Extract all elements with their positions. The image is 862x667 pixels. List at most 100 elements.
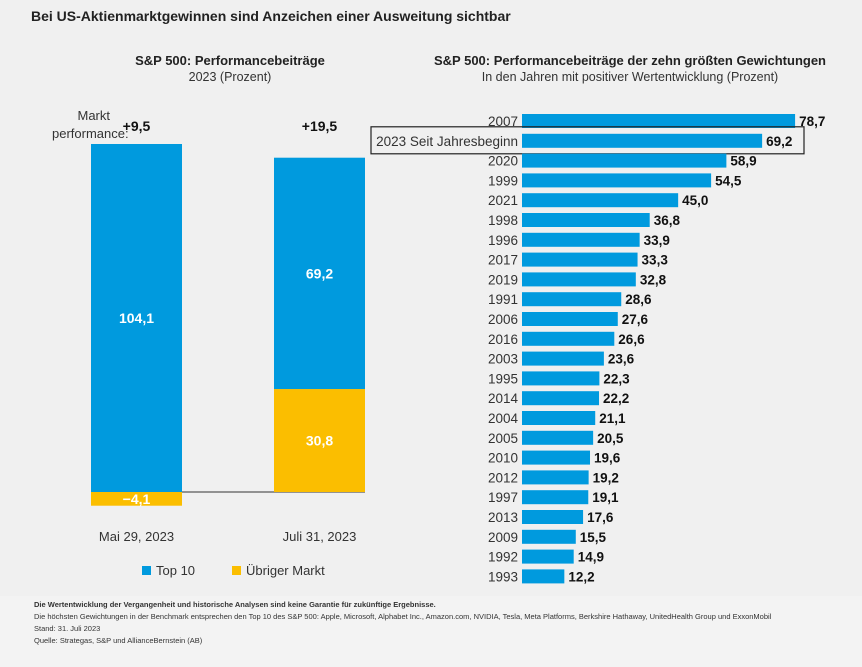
category-label: 1996 — [488, 233, 518, 248]
hbar-value-label: 78,7 — [799, 114, 825, 129]
hbar-value-label: 33,3 — [642, 253, 669, 268]
footer-background — [0, 596, 862, 667]
hbar-value-label: 19,6 — [594, 451, 621, 466]
hbar-value-label: 23,6 — [608, 352, 635, 367]
footnote-source: Quelle: Strategas, S&P und AllianceBerns… — [34, 636, 203, 645]
category-label: 1991 — [488, 292, 518, 307]
category-label: 2019 — [488, 272, 518, 287]
category-label: 2020 — [488, 154, 518, 169]
category-label: 2016 — [488, 332, 518, 347]
hbar-value-label: 21,1 — [599, 411, 626, 426]
page-title: Bei US-Aktienmarktgewinnen sind Anzeiche… — [31, 8, 511, 24]
hbar — [522, 351, 604, 366]
hbar-value-label: 17,6 — [587, 510, 614, 525]
x-axis-label: Juli 31, 2023 — [283, 529, 357, 544]
footnote-date: Stand: 31. Juli 2023 — [34, 624, 101, 633]
left-chart-subtitle: 2023 (Prozent) — [188, 70, 272, 84]
hbar-value-label: 22,3 — [603, 371, 630, 386]
hbar-value-label: 26,6 — [618, 332, 645, 347]
hbar-value-label: 69,2 — [766, 134, 792, 149]
market-performance-value: +19,5 — [302, 118, 338, 134]
hbar-value-label: 32,8 — [640, 272, 667, 287]
hbar — [522, 490, 589, 505]
bar-uebriger-markt — [91, 492, 182, 506]
bar-top10 — [274, 157, 365, 390]
hbar-value-label: 28,6 — [625, 292, 652, 307]
hbar — [522, 470, 589, 485]
hbar — [522, 529, 576, 544]
footnote-disclaimer: Die Wertentwicklung der Vergangenheit un… — [34, 600, 436, 609]
hbar-value-label: 45,0 — [682, 193, 708, 208]
left-chart-title: S&P 500: Performancebeiträge — [135, 53, 325, 68]
category-label: 1999 — [488, 173, 518, 188]
category-label: 2014 — [488, 391, 519, 406]
hbar — [522, 213, 650, 227]
right-chart-title: S&P 500: Performancebeiträge der zehn gr… — [433, 53, 827, 68]
category-label: 2005 — [488, 431, 518, 446]
legend-swatch — [142, 566, 151, 575]
category-label: 1995 — [488, 371, 518, 386]
hbar-value-label: 15,5 — [580, 530, 607, 545]
legend-swatch — [232, 566, 241, 575]
hbar-value-label: 19,2 — [593, 470, 619, 485]
category-label: 2023 Seit Jahresbeginn — [376, 134, 518, 149]
hbar — [522, 133, 763, 148]
hbar-value-label: 19,1 — [592, 490, 619, 505]
hbar — [522, 292, 622, 307]
right-chart-subtitle: In den Jahren mit positiver Wertentwickl… — [481, 70, 779, 84]
category-label: 2010 — [488, 451, 518, 466]
category-label: 1998 — [488, 213, 518, 228]
hbar — [522, 331, 615, 346]
hbar — [522, 510, 584, 524]
footnote-note: Die höchsten Gewichtungen in der Benchma… — [34, 612, 772, 621]
x-axis-label: Mai 29, 2023 — [99, 529, 174, 544]
hbar — [522, 312, 618, 326]
bar-value-label: 104,1 — [119, 310, 154, 326]
bar-value-label: −4,1 — [123, 491, 151, 507]
hbar — [522, 193, 679, 208]
hbar-value-label: 58,9 — [730, 154, 756, 169]
category-label: 1992 — [488, 550, 518, 565]
category-label: 1997 — [488, 490, 518, 505]
hbar — [522, 391, 600, 406]
hbar-value-label: 27,6 — [622, 312, 649, 327]
bar-top10 — [91, 143, 182, 492]
hbar — [522, 252, 638, 267]
hbar — [522, 430, 594, 445]
hbar — [522, 411, 596, 425]
category-label: 1993 — [488, 569, 518, 584]
market-performance-label: Markt performance: — [52, 108, 129, 141]
hbar-value-label: 36,8 — [654, 213, 681, 228]
category-label: 2021 — [488, 193, 518, 208]
hbar — [522, 272, 636, 287]
hbar — [522, 232, 640, 247]
category-label: 2013 — [488, 510, 518, 525]
category-label: 2012 — [488, 470, 518, 485]
hbar — [522, 153, 727, 168]
hbar-value-label: 22,2 — [603, 391, 629, 406]
category-label: 2007 — [488, 114, 518, 129]
hbar — [522, 549, 574, 564]
market-performance-value: +9,5 — [123, 118, 151, 134]
legend-label: Top 10 — [156, 563, 195, 578]
category-label: 2004 — [488, 411, 519, 426]
charts-svg: −4,1 104,1 +9,5 Mai 29, 2023 30,8 69,2 +19,5 Ju… — [91, 114, 825, 584]
hbar-value-label: 20,5 — [597, 431, 624, 446]
hbar-value-label: 14,9 — [578, 550, 604, 565]
legend-label: Übriger Markt — [246, 563, 325, 578]
category-label: 2009 — [488, 530, 518, 545]
hbar — [522, 173, 712, 188]
hbar — [522, 569, 565, 584]
hbar — [522, 371, 600, 386]
category-label: 2006 — [488, 312, 518, 327]
hbar-value-label: 12,2 — [568, 569, 594, 584]
bar-value-label: 30,8 — [306, 433, 333, 449]
category-label: 2017 — [488, 253, 518, 268]
hbar-value-label: 54,5 — [715, 173, 742, 188]
category-label: 2003 — [488, 352, 518, 367]
hbar-value-label: 33,9 — [644, 233, 670, 248]
bar-uebriger-markt — [274, 389, 365, 492]
hbar — [522, 114, 796, 128]
bar-value-label: 69,2 — [306, 265, 333, 281]
hbar — [522, 450, 591, 465]
